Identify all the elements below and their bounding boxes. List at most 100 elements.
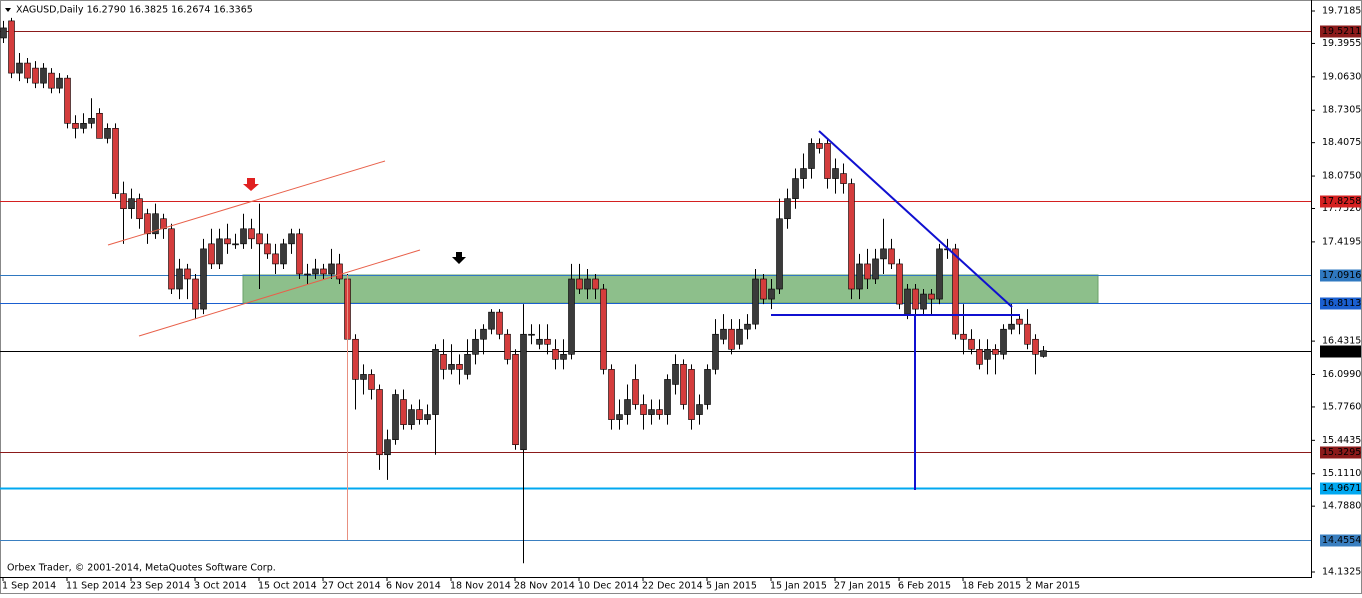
chart-title: XAGUSD,Daily 16.2790 16.3825 16.2674 16.…	[16, 5, 253, 16]
candles-layer	[0, 17, 1047, 564]
candle-body	[216, 238, 223, 265]
candle-body	[368, 374, 375, 390]
candle-body	[16, 62, 23, 74]
candle-body	[792, 178, 799, 199]
candle-body	[952, 248, 959, 335]
x-tick-label: 3 Oct 2014	[194, 581, 247, 592]
candle-body	[864, 263, 871, 280]
arrow-down	[452, 252, 466, 264]
candle-body	[688, 369, 695, 420]
candle-body	[888, 248, 895, 265]
candle-body	[552, 348, 559, 360]
candle-body	[296, 233, 303, 275]
level-label-box	[1320, 482, 1361, 495]
candle-body	[128, 198, 135, 209]
candle-body	[208, 243, 215, 265]
x-tick-label: 10 Dec 2014	[578, 581, 639, 592]
candle-body	[432, 348, 439, 415]
y-tick-label: 16.4315	[1322, 336, 1361, 347]
candle-body	[1024, 323, 1031, 345]
candle-body	[352, 338, 359, 380]
candle-body	[312, 268, 319, 275]
y-tick-label: 18.0750	[1322, 171, 1361, 182]
candle-body	[728, 328, 735, 350]
candle-body	[672, 364, 679, 385]
level-label: 19.5211	[1322, 26, 1361, 37]
candle-body	[656, 409, 663, 415]
level-label-box	[1320, 195, 1361, 208]
y-tick-label: 19.0630	[1322, 71, 1361, 82]
x-tick-label: 15 Oct 2014	[258, 581, 317, 592]
candle-body	[488, 311, 495, 330]
candle-body	[40, 67, 47, 84]
candle-body	[984, 348, 991, 360]
candle-body	[752, 278, 759, 325]
candle-body	[456, 364, 463, 370]
candle-body	[1016, 318, 1023, 325]
candle-body	[536, 338, 543, 345]
candle-body	[1000, 328, 1007, 355]
candle-body	[264, 243, 271, 255]
candle-body	[448, 364, 455, 370]
candle-body	[272, 253, 279, 265]
candle-body	[104, 128, 111, 139]
candle-body	[640, 404, 647, 415]
x-tick-label: 6 Feb 2015	[898, 581, 951, 592]
x-tick-label: 5 Jan 2015	[706, 581, 757, 592]
candle-body	[664, 379, 671, 415]
candle-body	[856, 263, 863, 290]
candle-body	[112, 128, 119, 194]
candle-body	[384, 439, 391, 456]
level-label: 17.0916	[1322, 270, 1361, 281]
x-tick-label: 18 Feb 2015	[962, 581, 1021, 592]
candle-body	[64, 77, 71, 124]
candle-body	[440, 354, 447, 370]
candle-body	[168, 228, 175, 290]
y-tick-label: 19.7185	[1322, 6, 1361, 17]
candle-body	[624, 399, 631, 415]
candle-body	[608, 369, 615, 420]
candle-body	[160, 218, 167, 230]
support-zone	[242, 274, 1099, 304]
candle-body	[592, 278, 599, 290]
candle-body	[928, 293, 935, 300]
candle-body	[512, 354, 519, 446]
candle-body	[464, 354, 471, 375]
x-tick-label: 28 Nov 2014	[514, 581, 575, 592]
y-tick-label: 17.7520	[1322, 203, 1361, 214]
candle-body	[584, 278, 591, 290]
candle-body	[224, 238, 231, 245]
candle-body	[136, 198, 143, 220]
candle-body	[192, 278, 199, 310]
candle-body	[336, 263, 343, 280]
candle-body	[680, 364, 687, 405]
candle-body	[304, 273, 311, 276]
candle-body	[880, 248, 887, 260]
candle-body	[936, 248, 943, 300]
candle-body	[1032, 338, 1039, 355]
y-tick-label: 19.3955	[1322, 38, 1361, 49]
x-tick-label: 27 Jan 2015	[834, 581, 891, 592]
candle-body	[320, 268, 327, 275]
menu-triangle[interactable]	[5, 8, 11, 12]
candle-body	[32, 67, 39, 84]
candle-body	[904, 288, 911, 315]
candle-body	[184, 268, 191, 280]
candle-body	[8, 20, 15, 74]
candle-body	[240, 228, 247, 245]
candle-body	[200, 248, 207, 310]
y-tick-label: 18.4075	[1322, 137, 1361, 148]
candle-body	[976, 348, 983, 365]
candle-body	[376, 389, 383, 456]
sell-arrow	[243, 178, 259, 191]
candle-body	[96, 112, 103, 139]
y-tick-label: 14.1325	[1322, 567, 1361, 578]
candle-body	[120, 193, 127, 209]
candle-body	[776, 218, 783, 290]
channel-upper	[107, 160, 386, 246]
candle-body	[568, 278, 575, 355]
candle-body	[696, 404, 703, 415]
candle-body	[72, 123, 79, 129]
y-tick-label: 17.4195	[1322, 236, 1361, 247]
